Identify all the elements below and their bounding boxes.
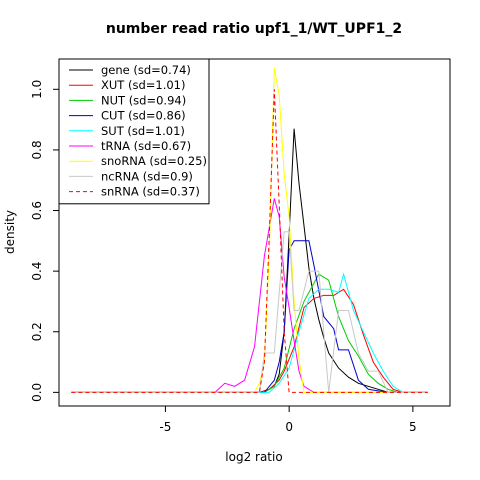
y-tick-label: 0.8: [30, 140, 44, 159]
y-tick-label: 0.0: [30, 383, 44, 402]
chart-title: number read ratio upf1_1/WT_UPF1_2: [106, 21, 402, 37]
y-tick-label: 1.0: [30, 80, 44, 99]
series-line-3: [71, 240, 428, 393]
legend-label: NUT (sd=0.94): [101, 93, 186, 107]
x-tick-label: -5: [159, 420, 171, 434]
x-tick-label: 5: [409, 420, 417, 434]
legend-label: SUT (sd=1.01): [101, 124, 185, 138]
legend-label: ncRNA (sd=0.9): [101, 169, 193, 183]
legend-label: snRNA (sd=0.37): [101, 185, 200, 199]
series-line-4: [71, 272, 428, 393]
plot-area: -5 0 5 0.0 0.2 0.4 0.6 0.8 1.0 gene (sd=0.74)XUT …: [30, 58, 451, 434]
y-tick-label: 0.6: [30, 201, 44, 220]
legend-label: XUT (sd=1.01): [101, 78, 185, 92]
legend-label: CUT (sd=0.86): [101, 109, 186, 123]
series-line-2: [71, 273, 428, 393]
series-line-8: [71, 89, 428, 393]
legend-box: [58, 58, 210, 205]
legend-label: gene (sd=0.74): [101, 63, 191, 77]
legend-label: tRNA (sd=0.67): [101, 139, 191, 153]
series-line-7: [71, 231, 428, 393]
y-tick-label: 0.4: [30, 262, 44, 281]
legend-label: snoRNA (sd=0.25): [101, 154, 207, 168]
series-line-1: [71, 288, 428, 393]
y-axis-label: density: [3, 210, 17, 254]
x-tick-label: 0: [285, 420, 293, 434]
x-axis-label: log2 ratio: [225, 450, 282, 464]
y-tick-label: 0.2: [30, 322, 44, 341]
